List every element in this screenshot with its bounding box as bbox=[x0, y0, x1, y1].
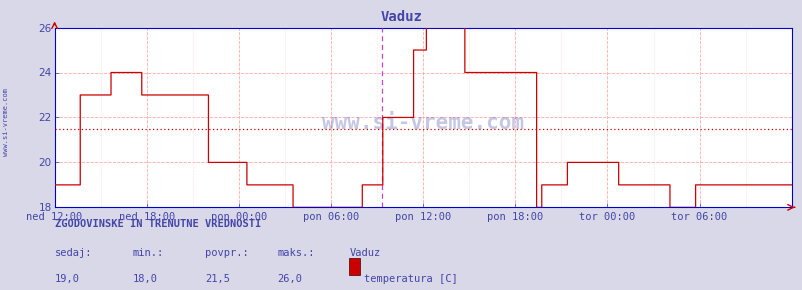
Text: min.:: min.: bbox=[132, 248, 164, 258]
Text: temperatura [C]: temperatura [C] bbox=[363, 274, 457, 284]
Text: www.si-vreme.com: www.si-vreme.com bbox=[3, 88, 10, 156]
Text: Vaduz: Vaduz bbox=[380, 10, 422, 24]
Text: 26,0: 26,0 bbox=[277, 274, 302, 284]
Text: 21,5: 21,5 bbox=[205, 274, 229, 284]
Text: Vaduz: Vaduz bbox=[349, 248, 380, 258]
Text: 19,0: 19,0 bbox=[55, 274, 79, 284]
Text: sedaj:: sedaj: bbox=[55, 248, 92, 258]
Text: povpr.:: povpr.: bbox=[205, 248, 248, 258]
Text: maks.:: maks.: bbox=[277, 248, 314, 258]
Text: 18,0: 18,0 bbox=[132, 274, 157, 284]
Text: www.si-vreme.com: www.si-vreme.com bbox=[322, 113, 524, 133]
Text: ZGODOVINSKE IN TRENUTNE VREDNOSTI: ZGODOVINSKE IN TRENUTNE VREDNOSTI bbox=[55, 219, 261, 229]
